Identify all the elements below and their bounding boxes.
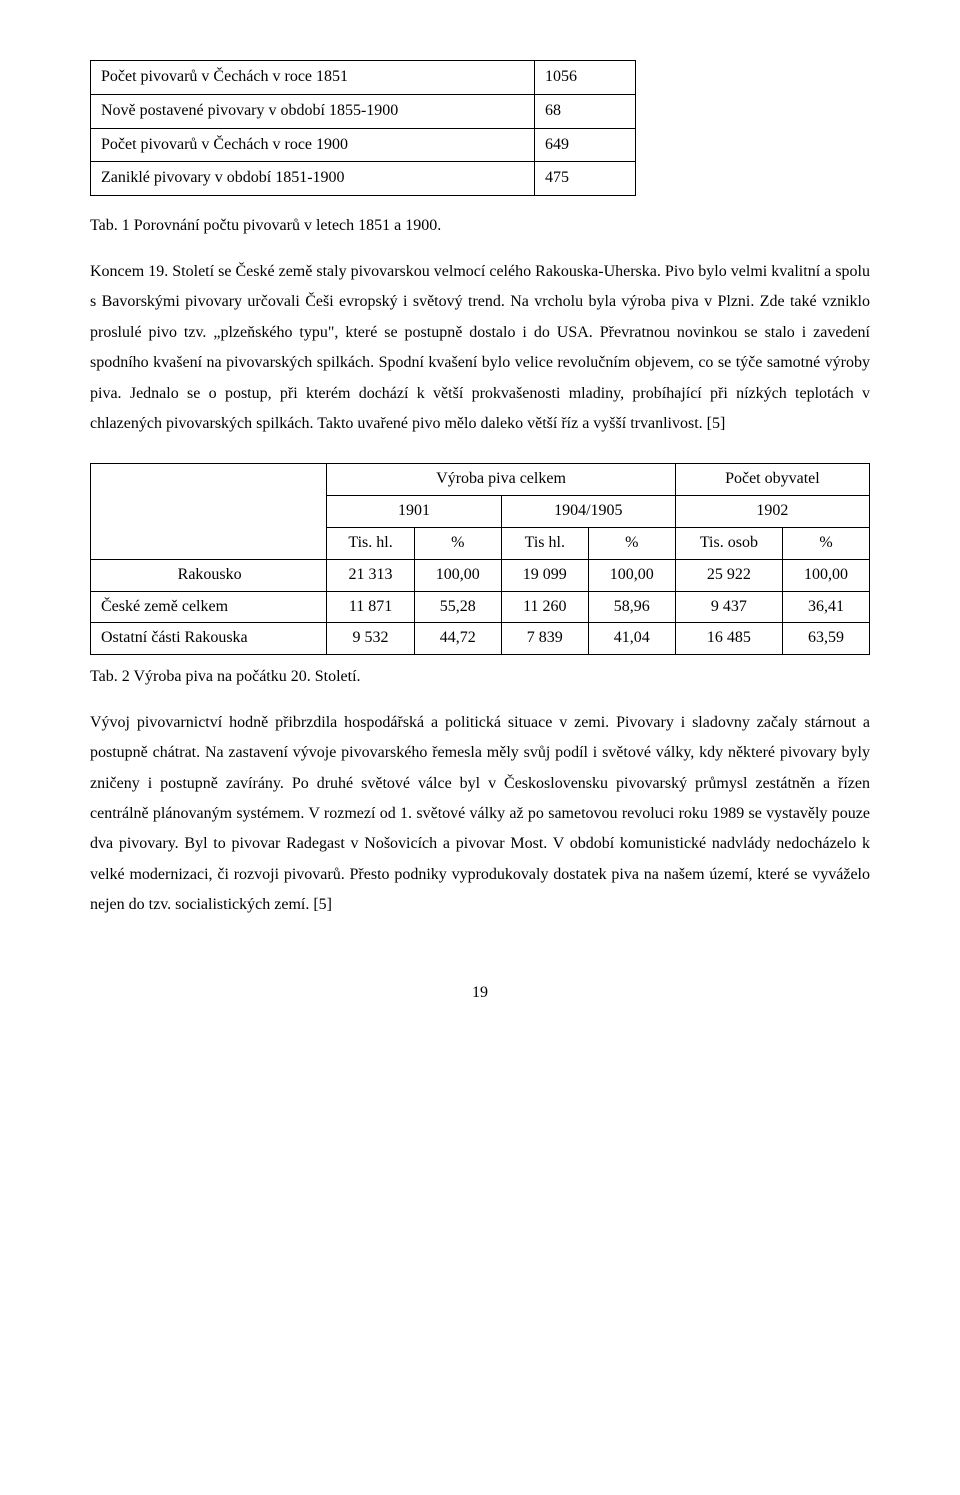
page-number: 19 (90, 981, 870, 1006)
header-year-1904: 1904/1905 (501, 496, 675, 528)
cell: 100,00 (414, 559, 501, 591)
cell: 9 532 (327, 623, 414, 655)
cell: 36,41 (782, 591, 869, 623)
paragraph-2: Vývoj pivovarnictví hodně přibrzdila hos… (90, 708, 870, 921)
cell: 41,04 (588, 623, 675, 655)
table-row: Zaniklé pivovary v období 1851-1900 475 (91, 162, 636, 196)
empty-corner (91, 464, 327, 559)
table-row: Rakousko 21 313 100,00 19 099 100,00 25 … (91, 559, 870, 591)
table-row: České země celkem 11 871 55,28 11 260 58… (91, 591, 870, 623)
cell-label: Počet pivovarů v Čechách v roce 1900 (91, 128, 535, 162)
cell: 11 260 (501, 591, 588, 623)
table-row: Počet pivovarů v Čechách v roce 1851 105… (91, 61, 636, 95)
table1-caption: Tab. 1 Porovnání počtu pivovarů v letech… (90, 214, 870, 239)
header-unit: Tis hl. (501, 527, 588, 559)
cell: 11 871 (327, 591, 414, 623)
cell: 7 839 (501, 623, 588, 655)
cell-label: Zaniklé pivovary v období 1851-1900 (91, 162, 535, 196)
cell-value: 68 (535, 94, 636, 128)
cell-label: Nově postavené pivovary v období 1855-19… (91, 94, 535, 128)
header-unit: % (782, 527, 869, 559)
cell-value: 649 (535, 128, 636, 162)
header-year-1902: 1902 (675, 496, 869, 528)
cell: 21 313 (327, 559, 414, 591)
cell: 58,96 (588, 591, 675, 623)
table-row: Počet pivovarů v Čechách v roce 1900 649 (91, 128, 636, 162)
header-unit: % (414, 527, 501, 559)
cell-value: 475 (535, 162, 636, 196)
header-unit: % (588, 527, 675, 559)
cell-label: Počet pivovarů v Čechách v roce 1851 (91, 61, 535, 95)
cell: 100,00 (588, 559, 675, 591)
header-year-1901: 1901 (327, 496, 502, 528)
table2-caption: Tab. 2 Výroba piva na počátku 20. Stolet… (90, 665, 870, 690)
table-row: Nově postavené pivovary v období 1855-19… (91, 94, 636, 128)
cell: 100,00 (782, 559, 869, 591)
table-beer-production: Výroba piva celkem Počet obyvatel 1901 1… (90, 463, 870, 655)
table-breweries-count: Počet pivovarů v Čechách v roce 1851 105… (90, 60, 636, 196)
cell-value: 1056 (535, 61, 636, 95)
cell: 63,59 (782, 623, 869, 655)
cell: 25 922 (675, 559, 782, 591)
cell: 19 099 (501, 559, 588, 591)
row-label: České země celkem (91, 591, 327, 623)
table-row: Ostatní části Rakouska 9 532 44,72 7 839… (91, 623, 870, 655)
header-production: Výroba piva celkem (327, 464, 676, 496)
header-unit: Tis. hl. (327, 527, 414, 559)
table-header-row: Výroba piva celkem Počet obyvatel (91, 464, 870, 496)
cell: 44,72 (414, 623, 501, 655)
row-label: Rakousko (91, 559, 327, 591)
row-label: Ostatní části Rakouska (91, 623, 327, 655)
cell: 16 485 (675, 623, 782, 655)
cell: 9 437 (675, 591, 782, 623)
header-population: Počet obyvatel (675, 464, 869, 496)
cell: 55,28 (414, 591, 501, 623)
paragraph-1: Koncem 19. Století se České země staly p… (90, 257, 870, 439)
header-unit: Tis. osob (675, 527, 782, 559)
